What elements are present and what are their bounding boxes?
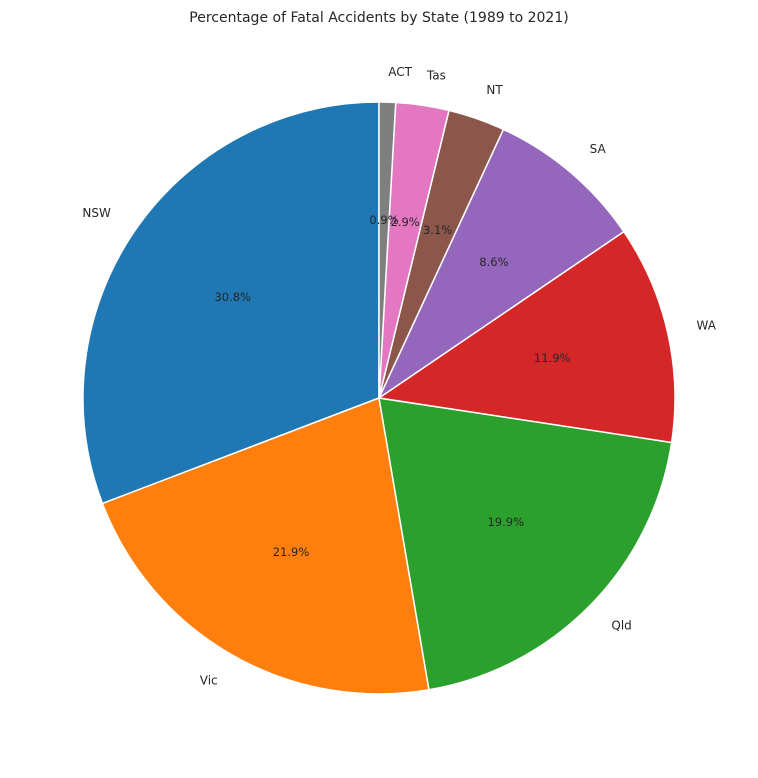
slice-pct-vic: 21.9% <box>273 545 310 559</box>
pie-slice-wa <box>378 230 676 444</box>
slice-label-tas: Tas <box>426 68 446 82</box>
slice-label-qld: Qld <box>611 619 631 633</box>
slice-pct-nsw: 30.8% <box>214 290 251 304</box>
chart-title: Percentage of Fatal Accidents by State (… <box>189 10 568 26</box>
pie-slice-act <box>378 101 397 399</box>
pie-slice-qld <box>378 397 673 691</box>
pie-slice-sa <box>378 128 625 399</box>
slice-pct-qld: 19.9% <box>487 515 524 529</box>
pie-slice-vic <box>101 397 430 695</box>
slice-label-wa: WA <box>697 318 717 332</box>
pie-slices <box>82 101 676 695</box>
pie-slice-nsw <box>82 101 380 505</box>
pie-labels: NSW 30.8% Vic 21.9% Qld 19.9% WA 11.9% SA 8.6% NT 3… <box>82 65 716 687</box>
slice-label-nt: NT <box>486 83 503 97</box>
slice-label-vic: Vic <box>200 673 218 687</box>
slice-pct-wa: 11.9% <box>534 351 571 365</box>
slice-label-nsw: NSW <box>82 206 111 220</box>
slice-label-act: ACT <box>388 65 412 79</box>
slice-label-sa: SA <box>590 142 607 156</box>
slice-pct-sa: 8.6% <box>479 255 508 269</box>
slice-pct-tas: 2.9% <box>391 215 420 229</box>
slice-pct-act: 0.9% <box>369 213 398 227</box>
slice-pct-nt: 3.1% <box>423 223 452 237</box>
